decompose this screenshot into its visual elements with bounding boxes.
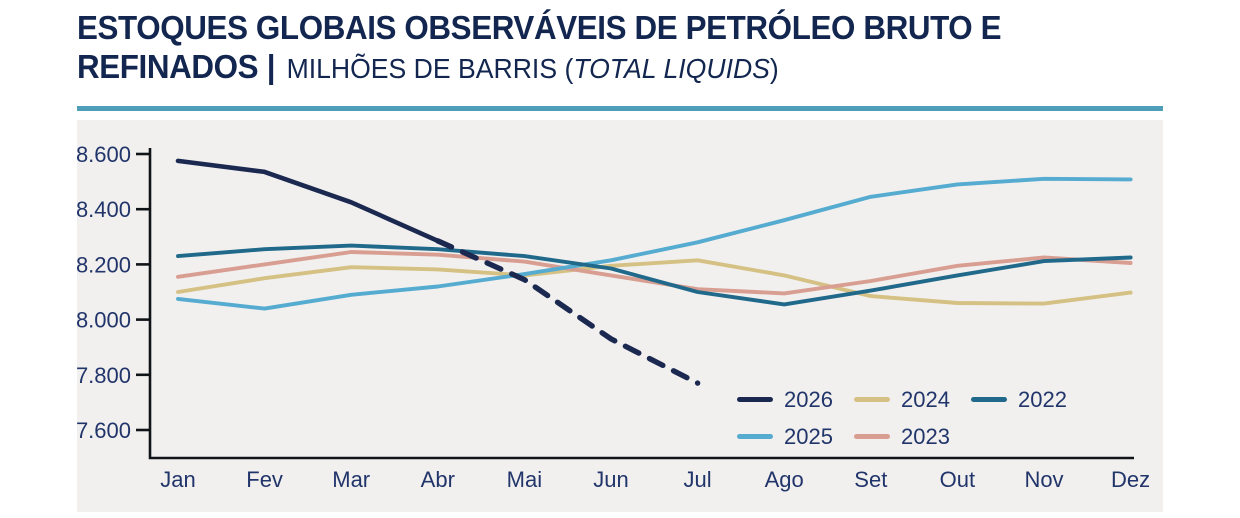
- legend-item-2026: 2026: [737, 381, 854, 418]
- legend-item-2024: 2024: [854, 381, 971, 418]
- x-axis-label-jun: Jun: [593, 467, 628, 492]
- title-pipe: |: [266, 48, 276, 85]
- subtitle-prefix: MILHÕES DE BARRIS (: [286, 53, 574, 84]
- legend-row-2: 2025 2023: [737, 418, 1088, 455]
- legend-swatch-2023: [854, 434, 890, 439]
- x-axis-label-mar: Mar: [332, 467, 370, 492]
- y-axis-label-8.200: 8.200: [76, 252, 131, 277]
- legend-item-2025: 2025: [737, 418, 854, 455]
- legend-label-2024: 2024: [901, 386, 950, 412]
- chart-title: ESTOQUES GLOBAIS OBSERVÁVEIS DE PETRÓLEO…: [77, 8, 1141, 88]
- title-line-2-bold: REFINADOS: [77, 48, 259, 85]
- x-axis-label-jul: Jul: [684, 467, 712, 492]
- y-axis-label-8.400: 8.400: [76, 197, 131, 222]
- x-axis-label-ago: Ago: [765, 467, 804, 492]
- x-axis-label-fev: Fev: [246, 467, 283, 492]
- series-line-2023: [176, 250, 1133, 296]
- accent-rule: [77, 106, 1163, 111]
- y-axis-label-7.800: 7.800: [76, 363, 131, 388]
- legend-swatch-2026: [737, 397, 773, 402]
- x-axis-label-jan: Jan: [160, 467, 195, 492]
- legend-swatch-2025: [737, 434, 773, 439]
- legend-label-2026: 2026: [784, 386, 833, 412]
- series-line-2022: [176, 243, 1133, 307]
- x-axis-label-abr: Abr: [421, 467, 455, 492]
- title-line-1: ESTOQUES GLOBAIS OBSERVÁVEIS DE PETRÓLEO…: [77, 9, 1002, 46]
- x-axis-label-mai: Mai: [507, 467, 542, 492]
- legend-label-2023: 2023: [901, 423, 950, 449]
- legend-item-2023: 2023: [854, 418, 971, 455]
- series-line-2026-solid: [175, 158, 441, 244]
- y-axis-label-8.600: 8.600: [76, 142, 131, 167]
- y-axis-label-7.600: 7.600: [76, 418, 131, 443]
- chart-panel: [77, 120, 1163, 512]
- legend-label-2025: 2025: [784, 423, 833, 449]
- legend-item-2022: 2022: [971, 381, 1088, 418]
- legend-swatch-2024: [854, 397, 890, 402]
- series-line-2025: [176, 176, 1133, 311]
- axes: [148, 148, 1134, 460]
- legend-label-2022: 2022: [1018, 386, 1067, 412]
- subtitle-italic: TOTAL LIQUIDS: [573, 53, 770, 84]
- chart-subtitle: MILHÕES DE BARRIS (TOTAL LIQUIDS): [287, 53, 779, 84]
- series-line-2026-dashed-forecast: [435, 238, 701, 386]
- x-axis-label-set: Set: [854, 467, 887, 492]
- y-axis-label-8.000: 8.000: [76, 308, 131, 333]
- x-axis-label-dez: Dez: [1111, 467, 1150, 492]
- series-line-2024: [176, 258, 1133, 306]
- x-axis-label-nov: Nov: [1024, 467, 1063, 492]
- x-axis-label-out: Out: [940, 467, 975, 492]
- legend-row-1: 2026 2024 2022: [737, 381, 1088, 418]
- title-line-2: REFINADOS | MILHÕES DE BARRIS (TOTAL LIQUI…: [77, 48, 779, 85]
- subtitle-suffix: ): [769, 53, 779, 84]
- legend-swatch-2022: [971, 397, 1007, 402]
- chart-legend: 2026 2024 2022 2025 2023: [737, 381, 1088, 455]
